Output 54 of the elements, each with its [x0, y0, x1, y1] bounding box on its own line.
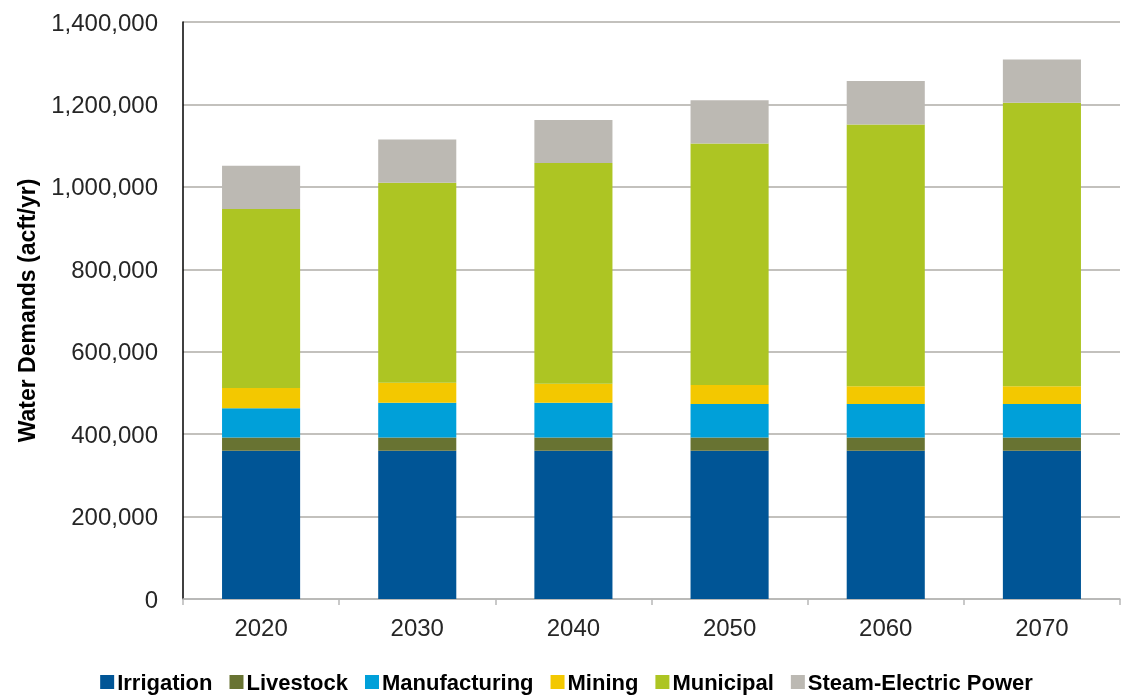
bar — [378, 182, 457, 383]
bar — [690, 450, 769, 599]
legend-label: Irrigation — [117, 669, 213, 695]
y-tick-label: 600,000 — [71, 338, 158, 366]
bar — [1002, 404, 1081, 438]
bar — [534, 402, 613, 438]
x-tick-label: 2060 — [859, 613, 913, 641]
bar — [534, 437, 613, 451]
y-axis-title: Water Demands (acft/yr) — [13, 178, 40, 443]
bar — [846, 404, 925, 438]
bar — [378, 450, 457, 599]
bar — [222, 408, 301, 438]
legend-label: Steam-Electric Power — [807, 669, 1034, 695]
bar — [534, 383, 613, 403]
bar — [690, 385, 769, 405]
bar — [378, 139, 457, 183]
bar — [534, 162, 613, 384]
bar — [534, 120, 613, 163]
bar — [222, 450, 301, 599]
x-tick-label: 2020 — [234, 613, 288, 641]
bar — [1002, 386, 1081, 405]
bar — [534, 450, 613, 599]
bar — [222, 387, 301, 409]
bar — [1002, 102, 1081, 387]
x-tick-label: 2050 — [702, 613, 757, 641]
bar — [378, 382, 457, 403]
y-tick-label: 400,000 — [71, 420, 158, 448]
bar — [378, 402, 457, 438]
legend-label: Mining — [567, 669, 639, 695]
legend-label: Municipal — [672, 669, 774, 695]
x-tick-label: 2070 — [1015, 613, 1069, 641]
y-tick-label: 1,200,000 — [51, 90, 158, 118]
bar — [846, 386, 925, 405]
bar — [1002, 59, 1081, 103]
y-tick-label: 1,000,000 — [51, 173, 158, 201]
y-tick-label: 1,400,000 — [51, 8, 158, 36]
bar — [846, 124, 925, 387]
bar — [222, 209, 301, 388]
bar — [378, 437, 457, 451]
bar — [690, 143, 769, 386]
bar — [846, 450, 925, 599]
y-tick-label: 0 — [144, 585, 158, 613]
bar — [1002, 437, 1081, 451]
bar — [690, 437, 769, 451]
bar — [222, 437, 301, 451]
legend-label: Manufacturing — [381, 669, 534, 695]
x-tick-label: 2040 — [546, 613, 601, 641]
y-tick-label: 800,000 — [71, 255, 158, 283]
legend-label: Livestock — [246, 669, 349, 695]
bar — [846, 437, 925, 451]
bar — [1002, 450, 1081, 599]
x-tick-label: 2030 — [390, 613, 444, 641]
bar — [690, 404, 769, 438]
y-tick-label: 200,000 — [71, 503, 158, 531]
